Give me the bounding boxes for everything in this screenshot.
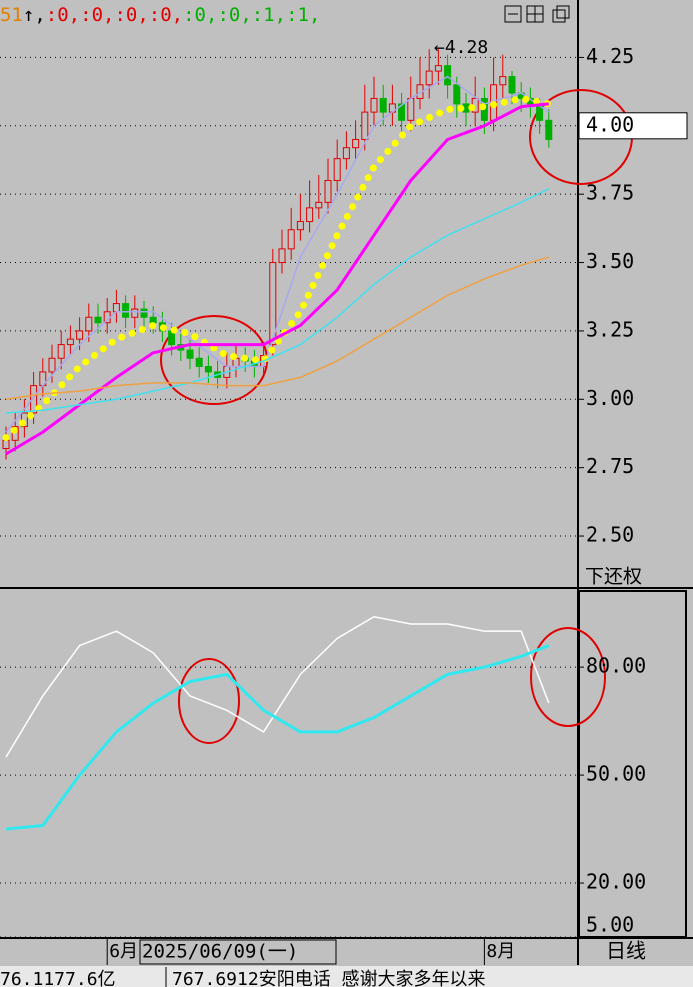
candle-body <box>398 103 406 121</box>
y-tick-label: 2.75 <box>586 454 634 478</box>
ma-line <box>5 256 550 401</box>
candle-body <box>296 221 304 231</box>
header-item: :0, <box>183 4 217 26</box>
candle-body <box>2 439 10 450</box>
candle-body <box>315 201 323 209</box>
current-price-box <box>578 112 688 140</box>
y-tick-label: 50.00 <box>586 762 646 786</box>
ma-line <box>5 75 550 433</box>
candle-body <box>195 357 203 367</box>
cursor-date-box <box>139 939 337 965</box>
header-item: , <box>34 4 45 26</box>
candle-body <box>361 111 369 140</box>
y-tick-label: 4.00 <box>586 112 634 136</box>
y-tick-label: 5.00 <box>586 913 634 937</box>
candle-body <box>48 357 56 373</box>
candle-body <box>30 385 38 414</box>
candle-body <box>112 303 120 313</box>
y-tick-label: 3.75 <box>586 181 634 205</box>
cursor-date: 2025/06/09(一) <box>142 941 298 963</box>
ma-line <box>5 616 550 758</box>
candle-body <box>186 349 194 359</box>
header-item: :0, <box>80 4 114 26</box>
highlight-circles <box>160 89 633 744</box>
candle-body <box>57 344 65 359</box>
month-label: 6月 <box>109 941 138 962</box>
status-left: 76.1177.6亿 <box>0 969 116 987</box>
candle-body <box>453 84 461 105</box>
month-label: 8月 <box>486 941 515 962</box>
candle-body <box>379 97 387 113</box>
header-item: ↑ <box>23 4 34 26</box>
candle-body <box>140 308 148 318</box>
y-tick-label: 80.00 <box>586 654 646 678</box>
candle-body <box>508 76 516 94</box>
candle-body <box>342 147 350 160</box>
candle-body <box>85 316 93 332</box>
candle-body <box>269 262 277 346</box>
candle-body <box>204 365 212 373</box>
header-item: 51 <box>0 4 23 26</box>
candle-body <box>149 316 157 324</box>
y-tick-label: 3.00 <box>586 386 634 410</box>
candle-body <box>370 97 378 113</box>
y-tick-label: 3.25 <box>586 317 634 341</box>
y-tick-label: 20.00 <box>586 870 646 894</box>
candle-body <box>122 303 130 318</box>
candle-body <box>444 65 452 86</box>
header-legend: 51↑,:0,:0,:0,:0,:0,:0,:1,:1, <box>0 4 320 26</box>
adjust-label: 下还权 <box>585 566 642 588</box>
high-annotation: ←4.28 <box>434 37 488 58</box>
y-tick-label: 2.50 <box>586 523 634 547</box>
ma-line <box>2 94 553 442</box>
candle-body <box>352 138 360 149</box>
candle-body <box>66 338 74 346</box>
status-right: 767.6912安阳电话 感谢大家多年以来 <box>172 969 486 987</box>
y-tick-label: 3.50 <box>586 249 634 273</box>
candle-body <box>306 207 314 223</box>
header-item: :1, <box>252 4 286 26</box>
header-item: :0, <box>149 4 183 26</box>
header-item: :1, <box>286 4 320 26</box>
ma-line <box>5 188 550 414</box>
candle-body <box>333 158 341 182</box>
candle-body <box>425 70 433 86</box>
candle-body <box>278 248 286 264</box>
candle-body <box>324 180 332 203</box>
candle-body <box>76 330 84 340</box>
header-item: :0, <box>217 4 251 26</box>
candle-body <box>94 316 102 324</box>
candle-body <box>545 119 553 140</box>
ma-line <box>5 644 550 831</box>
period-label: 日线 <box>606 939 646 963</box>
window-icons <box>504 5 570 23</box>
candle-body <box>131 308 139 318</box>
candle-body <box>499 76 507 86</box>
status-bar <box>0 966 693 987</box>
header-item: :0, <box>46 4 80 26</box>
candle-body <box>434 65 442 72</box>
candle-body <box>407 97 415 121</box>
candle-body <box>287 229 295 250</box>
y-tick-label: 4.25 <box>586 44 634 68</box>
ma-line <box>5 102 549 456</box>
header-item: :0, <box>114 4 148 26</box>
